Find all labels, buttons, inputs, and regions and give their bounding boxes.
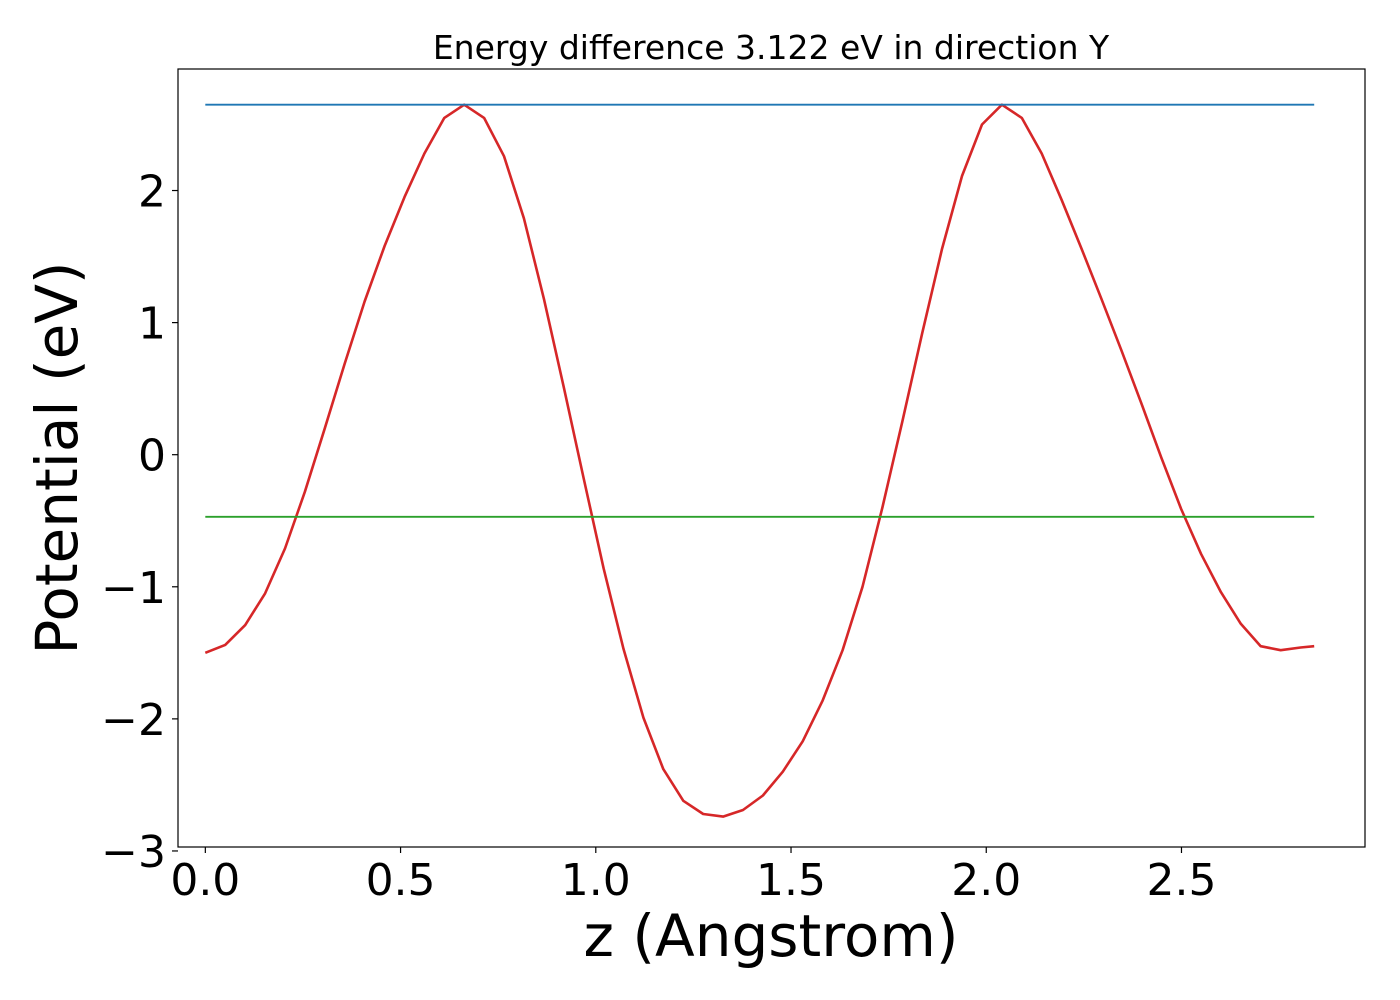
- x-tick-label: 1.0: [561, 855, 631, 906]
- y-tick-label: −2: [101, 695, 166, 746]
- y-tick-label: 0: [138, 431, 166, 482]
- x-tick-label: 1.5: [756, 855, 826, 906]
- y-tick-label: −3: [101, 827, 166, 878]
- y-axis-label: Potential (eV): [23, 261, 91, 654]
- plot-frame: [177, 68, 1366, 848]
- chart-title: Energy difference 3.122 eV in direction …: [433, 28, 1110, 67]
- x-tick-label: 0.5: [366, 855, 436, 906]
- x-axis-label: z (Angstrom): [584, 902, 959, 970]
- x-tick-label: 0.0: [170, 855, 240, 906]
- y-tick-label: 2: [138, 167, 166, 218]
- y-tick-label: 1: [138, 299, 166, 350]
- x-tick-label: 2.0: [951, 855, 1021, 906]
- x-tick-label: 2.5: [1146, 855, 1216, 906]
- series-line-0: [204, 103, 1315, 818]
- y-tick-label: −1: [101, 563, 166, 614]
